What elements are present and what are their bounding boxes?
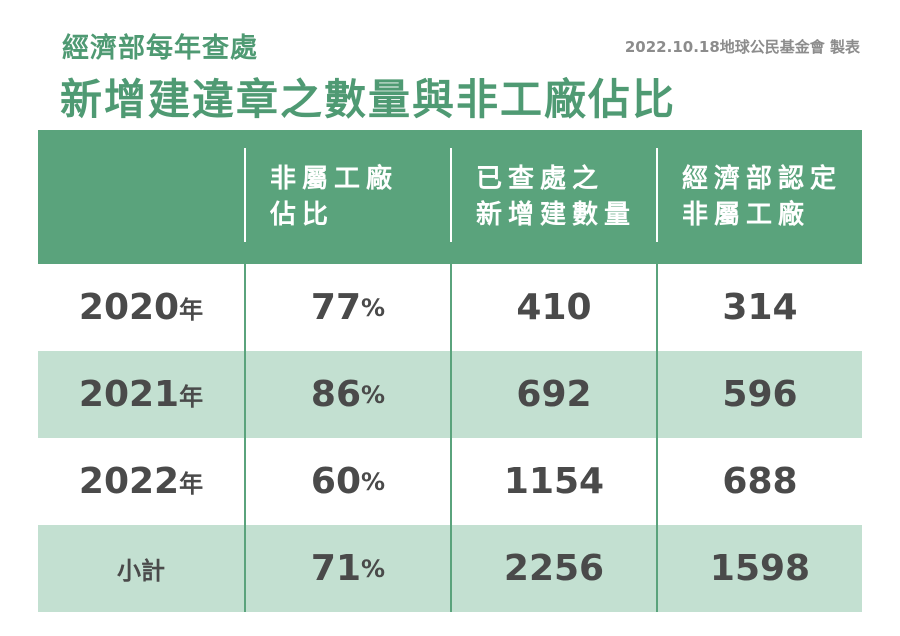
ratio-unit: % xyxy=(361,554,386,583)
row-label: 2020 年 xyxy=(38,264,244,351)
row-label: 2022 年 xyxy=(38,438,244,525)
ratio-cell: 77% xyxy=(244,264,450,351)
table-row: 2021 年 86% 692 596 xyxy=(38,351,862,438)
count-cell: 410 xyxy=(450,264,656,351)
header-label-ratio: 非屬工廠 佔比 xyxy=(270,164,399,230)
year-unit: 年 xyxy=(179,470,204,498)
ratio-unit: % xyxy=(361,380,386,409)
header-label-count: 已查處之 新增建數量 xyxy=(476,164,637,230)
subtotal-label: 小計 xyxy=(38,525,244,612)
ratio-unit: % xyxy=(361,467,386,496)
year-value: 2022 xyxy=(78,461,180,502)
header-cell-non-factory: 經濟部認定 非屬工廠 xyxy=(656,130,862,264)
non-factory-cell: 1598 xyxy=(656,525,862,612)
non-factory-cell: 314 xyxy=(656,264,862,351)
count-cell: 1154 xyxy=(450,438,656,525)
non-factory-cell: 596 xyxy=(656,351,862,438)
table-row: 2022 年 60% 1154 688 xyxy=(38,438,862,525)
data-table: 非屬工廠 佔比 已查處之 新增建數量 經濟部認定 非屬工廠 2020 年 77% … xyxy=(38,130,862,612)
ratio-value: 60 xyxy=(310,461,362,502)
year-value: 2020 xyxy=(78,287,180,328)
ratio-cell: 71% xyxy=(244,525,450,612)
year-unit: 年 xyxy=(179,383,204,411)
ratio-unit: % xyxy=(361,293,386,322)
row-label: 2021 年 xyxy=(38,351,244,438)
table-row-subtotal: 小計 71% 2256 1598 xyxy=(38,525,862,612)
ratio-value: 71 xyxy=(310,548,362,589)
header-cell-empty xyxy=(38,130,244,264)
ratio-cell: 60% xyxy=(244,438,450,525)
year-unit: 年 xyxy=(179,296,204,324)
ratio-value: 77 xyxy=(310,287,362,328)
year-value: 2021 xyxy=(78,374,180,415)
page-title: 新增建違章之數量與非工廠佔比 xyxy=(60,75,677,124)
table-header-row: 非屬工廠 佔比 已查處之 新增建數量 經濟部認定 非屬工廠 xyxy=(38,130,862,264)
table-row: 2020 年 77% 410 314 xyxy=(38,264,862,351)
subtotal-text: 小計 xyxy=(117,557,165,585)
count-cell: 2256 xyxy=(450,525,656,612)
ratio-cell: 86% xyxy=(244,351,450,438)
subtitle: 經濟部每年查處 xyxy=(62,33,258,64)
ratio-value: 86 xyxy=(310,374,362,415)
header-cell-ratio: 非屬工廠 佔比 xyxy=(244,130,450,264)
non-factory-cell: 688 xyxy=(656,438,862,525)
header-label-non-factory: 經濟部認定 非屬工廠 xyxy=(682,164,843,230)
count-cell: 692 xyxy=(450,351,656,438)
header-cell-count: 已查處之 新增建數量 xyxy=(450,130,656,264)
credit-text: 2022.10.18地球公民基金會 製表 xyxy=(624,38,860,56)
